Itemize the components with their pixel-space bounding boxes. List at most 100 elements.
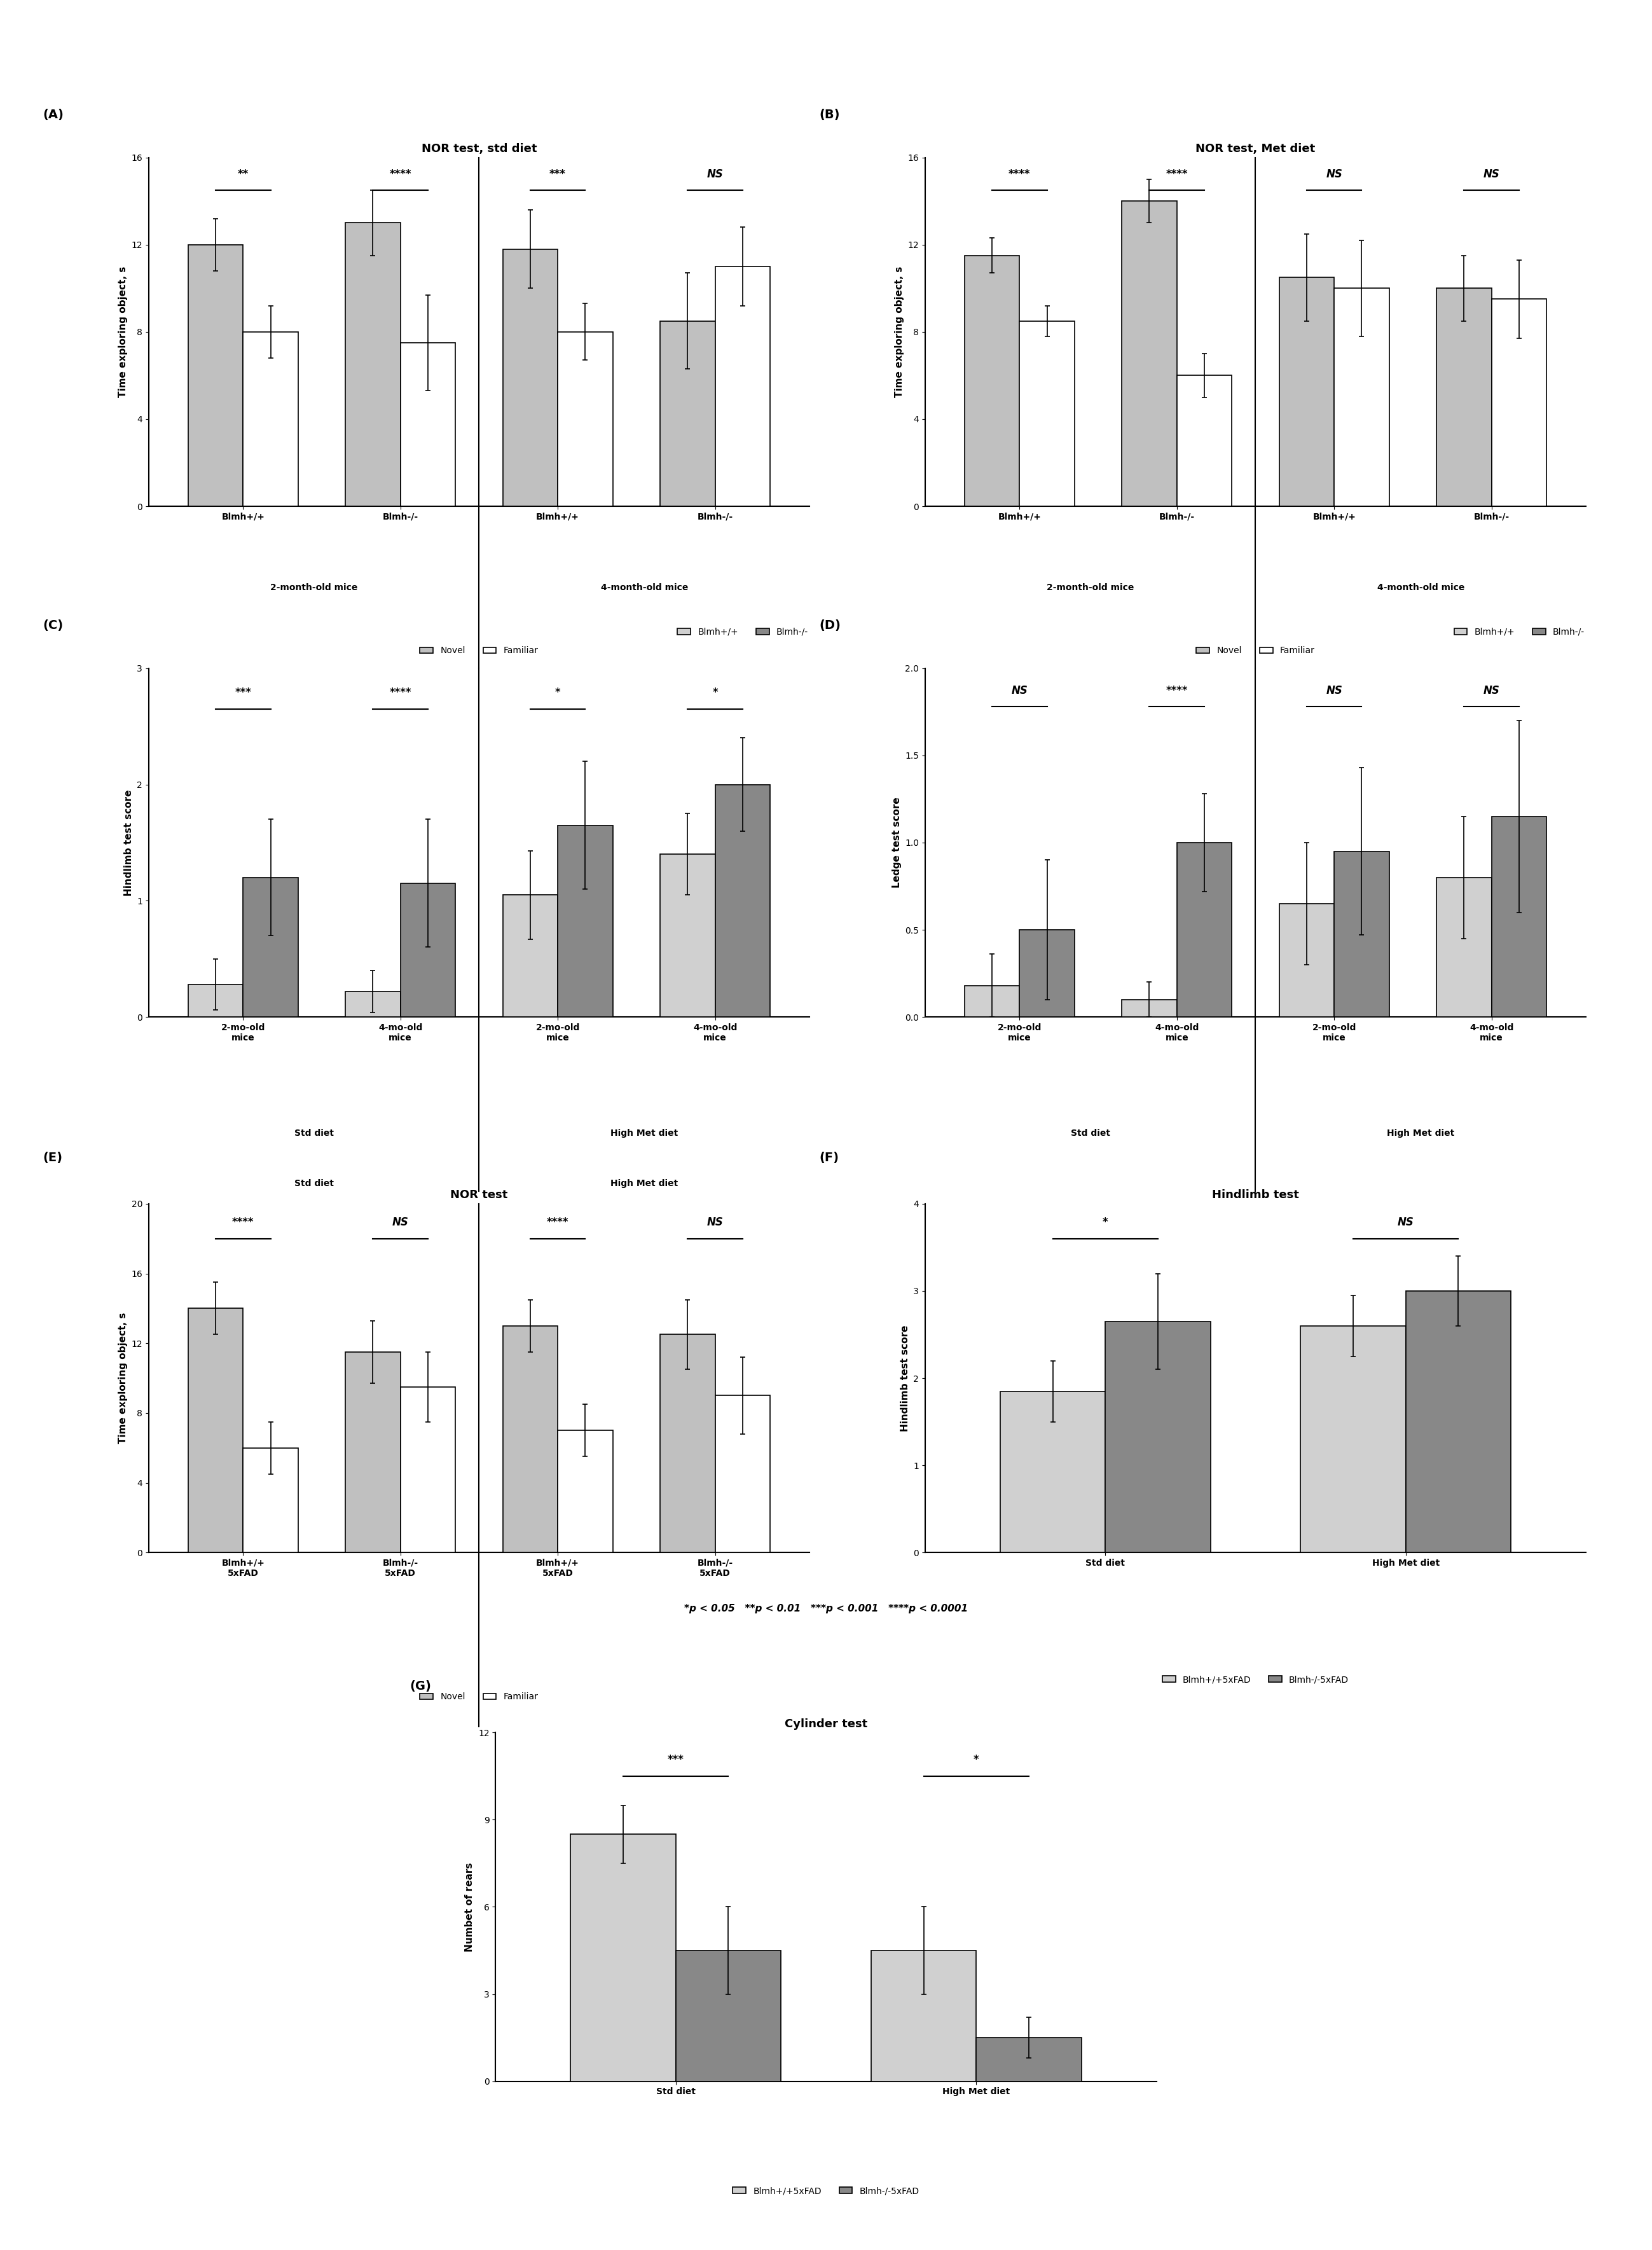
Y-axis label: Hindlimb test score: Hindlimb test score [900,1325,910,1431]
Bar [1176,376,1232,506]
Bar [558,826,613,1017]
Text: (A): (A) [43,108,64,122]
Text: NS: NS [392,1217,408,1229]
Legend: Blmh+/+, Blmh-/-: Blmh+/+, Blmh-/- [674,623,811,639]
Text: NS: NS [1483,169,1500,180]
Bar [871,1951,976,2081]
Bar [188,245,243,506]
Text: 4-month-old mice: 4-month-old mice [1378,583,1464,592]
Bar [1019,322,1074,506]
Bar [1335,288,1389,506]
Bar [188,986,243,1017]
Text: *p < 0.05   **p < 0.01   ***p < 0.001   ****p < 0.0001: *p < 0.05 **p < 0.01 ***p < 0.001 ****p … [684,1604,968,1613]
Bar [1019,929,1074,1017]
Text: NS: NS [1327,684,1343,695]
Text: (B): (B) [819,108,841,122]
Bar [661,322,715,506]
Bar [1300,1325,1406,1552]
Legend: Blmh+/+, Blmh-/-: Blmh+/+, Blmh-/- [1450,623,1588,639]
Y-axis label: Time exploring object, s: Time exploring object, s [895,266,904,398]
Bar [1122,200,1176,506]
Text: Std diet: Std diet [294,1130,334,1138]
Bar [715,1395,770,1552]
Legend: Novel, Familiar: Novel, Familiar [1193,643,1318,659]
Bar [502,896,558,1017]
Bar [1406,1292,1512,1552]
Y-axis label: Time exploring object, s: Time exploring object, s [119,1312,127,1444]
Bar [558,331,613,506]
Text: NS: NS [1327,169,1343,180]
Bar [1492,299,1546,506]
Text: ****: **** [1166,169,1188,180]
Bar [1105,1321,1211,1552]
Bar [1437,288,1492,506]
Bar [661,1334,715,1552]
Bar [502,1325,558,1552]
Text: 4-month-old mice: 4-month-old mice [601,583,687,592]
Text: High Met diet: High Met diet [611,1130,677,1138]
Legend: Blmh+/+5xFAD, Blmh-/-5xFAD: Blmh+/+5xFAD, Blmh-/-5xFAD [1158,1672,1353,1688]
Y-axis label: Ledge test score: Ledge test score [892,796,902,889]
Bar [1437,877,1492,1017]
Text: *: * [712,686,719,698]
Y-axis label: Hindlimb test score: Hindlimb test score [124,790,134,896]
Text: 2-month-old mice: 2-month-old mice [271,583,357,592]
Text: (D): (D) [819,619,841,632]
Bar [243,331,297,506]
Text: ***: *** [550,169,567,180]
Text: NS: NS [1011,684,1028,695]
Text: *: * [1102,1217,1108,1229]
Text: ****: **** [390,169,411,180]
Text: High Met diet: High Met diet [611,1179,677,1188]
Text: NS: NS [1483,684,1500,695]
Bar [400,342,456,506]
Title: Hindlimb test: Hindlimb test [1213,1190,1298,1202]
Title: NOR test, std diet: NOR test, std diet [421,144,537,155]
Bar [1279,277,1335,506]
Bar [570,1834,676,2081]
Y-axis label: Time exploring object, s: Time exploring object, s [119,266,127,398]
Bar [188,1307,243,1552]
Text: *: * [555,686,560,698]
Title: NOR test: NOR test [451,1190,507,1202]
Bar [1335,850,1389,1017]
Bar [345,1352,400,1552]
Text: (F): (F) [819,1152,839,1163]
Bar [1492,817,1546,1017]
Bar [243,877,297,1017]
Bar [502,250,558,506]
Text: ****: **** [1166,684,1188,695]
Text: 2-month-old mice: 2-month-old mice [1047,583,1133,592]
Text: Std diet: Std diet [1070,1130,1110,1138]
Text: ****: **** [547,1217,568,1229]
Text: *: * [973,1755,980,1766]
Bar [965,986,1019,1017]
Bar [965,256,1019,506]
Text: NS: NS [1398,1217,1414,1229]
Text: High Met diet: High Met diet [1388,1130,1454,1138]
Bar [715,266,770,506]
Bar [661,855,715,1017]
Text: Std diet: Std diet [294,1179,334,1188]
Bar [976,2038,1082,2081]
Bar [715,785,770,1017]
Text: ****: **** [1009,169,1031,180]
Title: NOR test, Met diet: NOR test, Met diet [1196,144,1315,155]
Bar [400,1386,456,1552]
Text: ****: **** [233,1217,254,1229]
Bar [345,992,400,1017]
Text: ****: **** [390,686,411,698]
Y-axis label: Numbet of rears: Numbet of rears [466,1863,474,1951]
Text: NS: NS [707,169,724,180]
Bar [999,1390,1105,1552]
Text: ***: *** [235,686,251,698]
Legend: Novel, Familiar: Novel, Familiar [416,643,542,659]
Bar [1176,842,1232,1017]
Text: (G): (G) [410,1681,431,1692]
Text: NS: NS [707,1217,724,1229]
Text: (C): (C) [43,619,63,632]
Bar [676,1951,781,2081]
Text: **: ** [238,169,248,180]
Bar [1279,904,1335,1017]
Bar [400,884,456,1017]
